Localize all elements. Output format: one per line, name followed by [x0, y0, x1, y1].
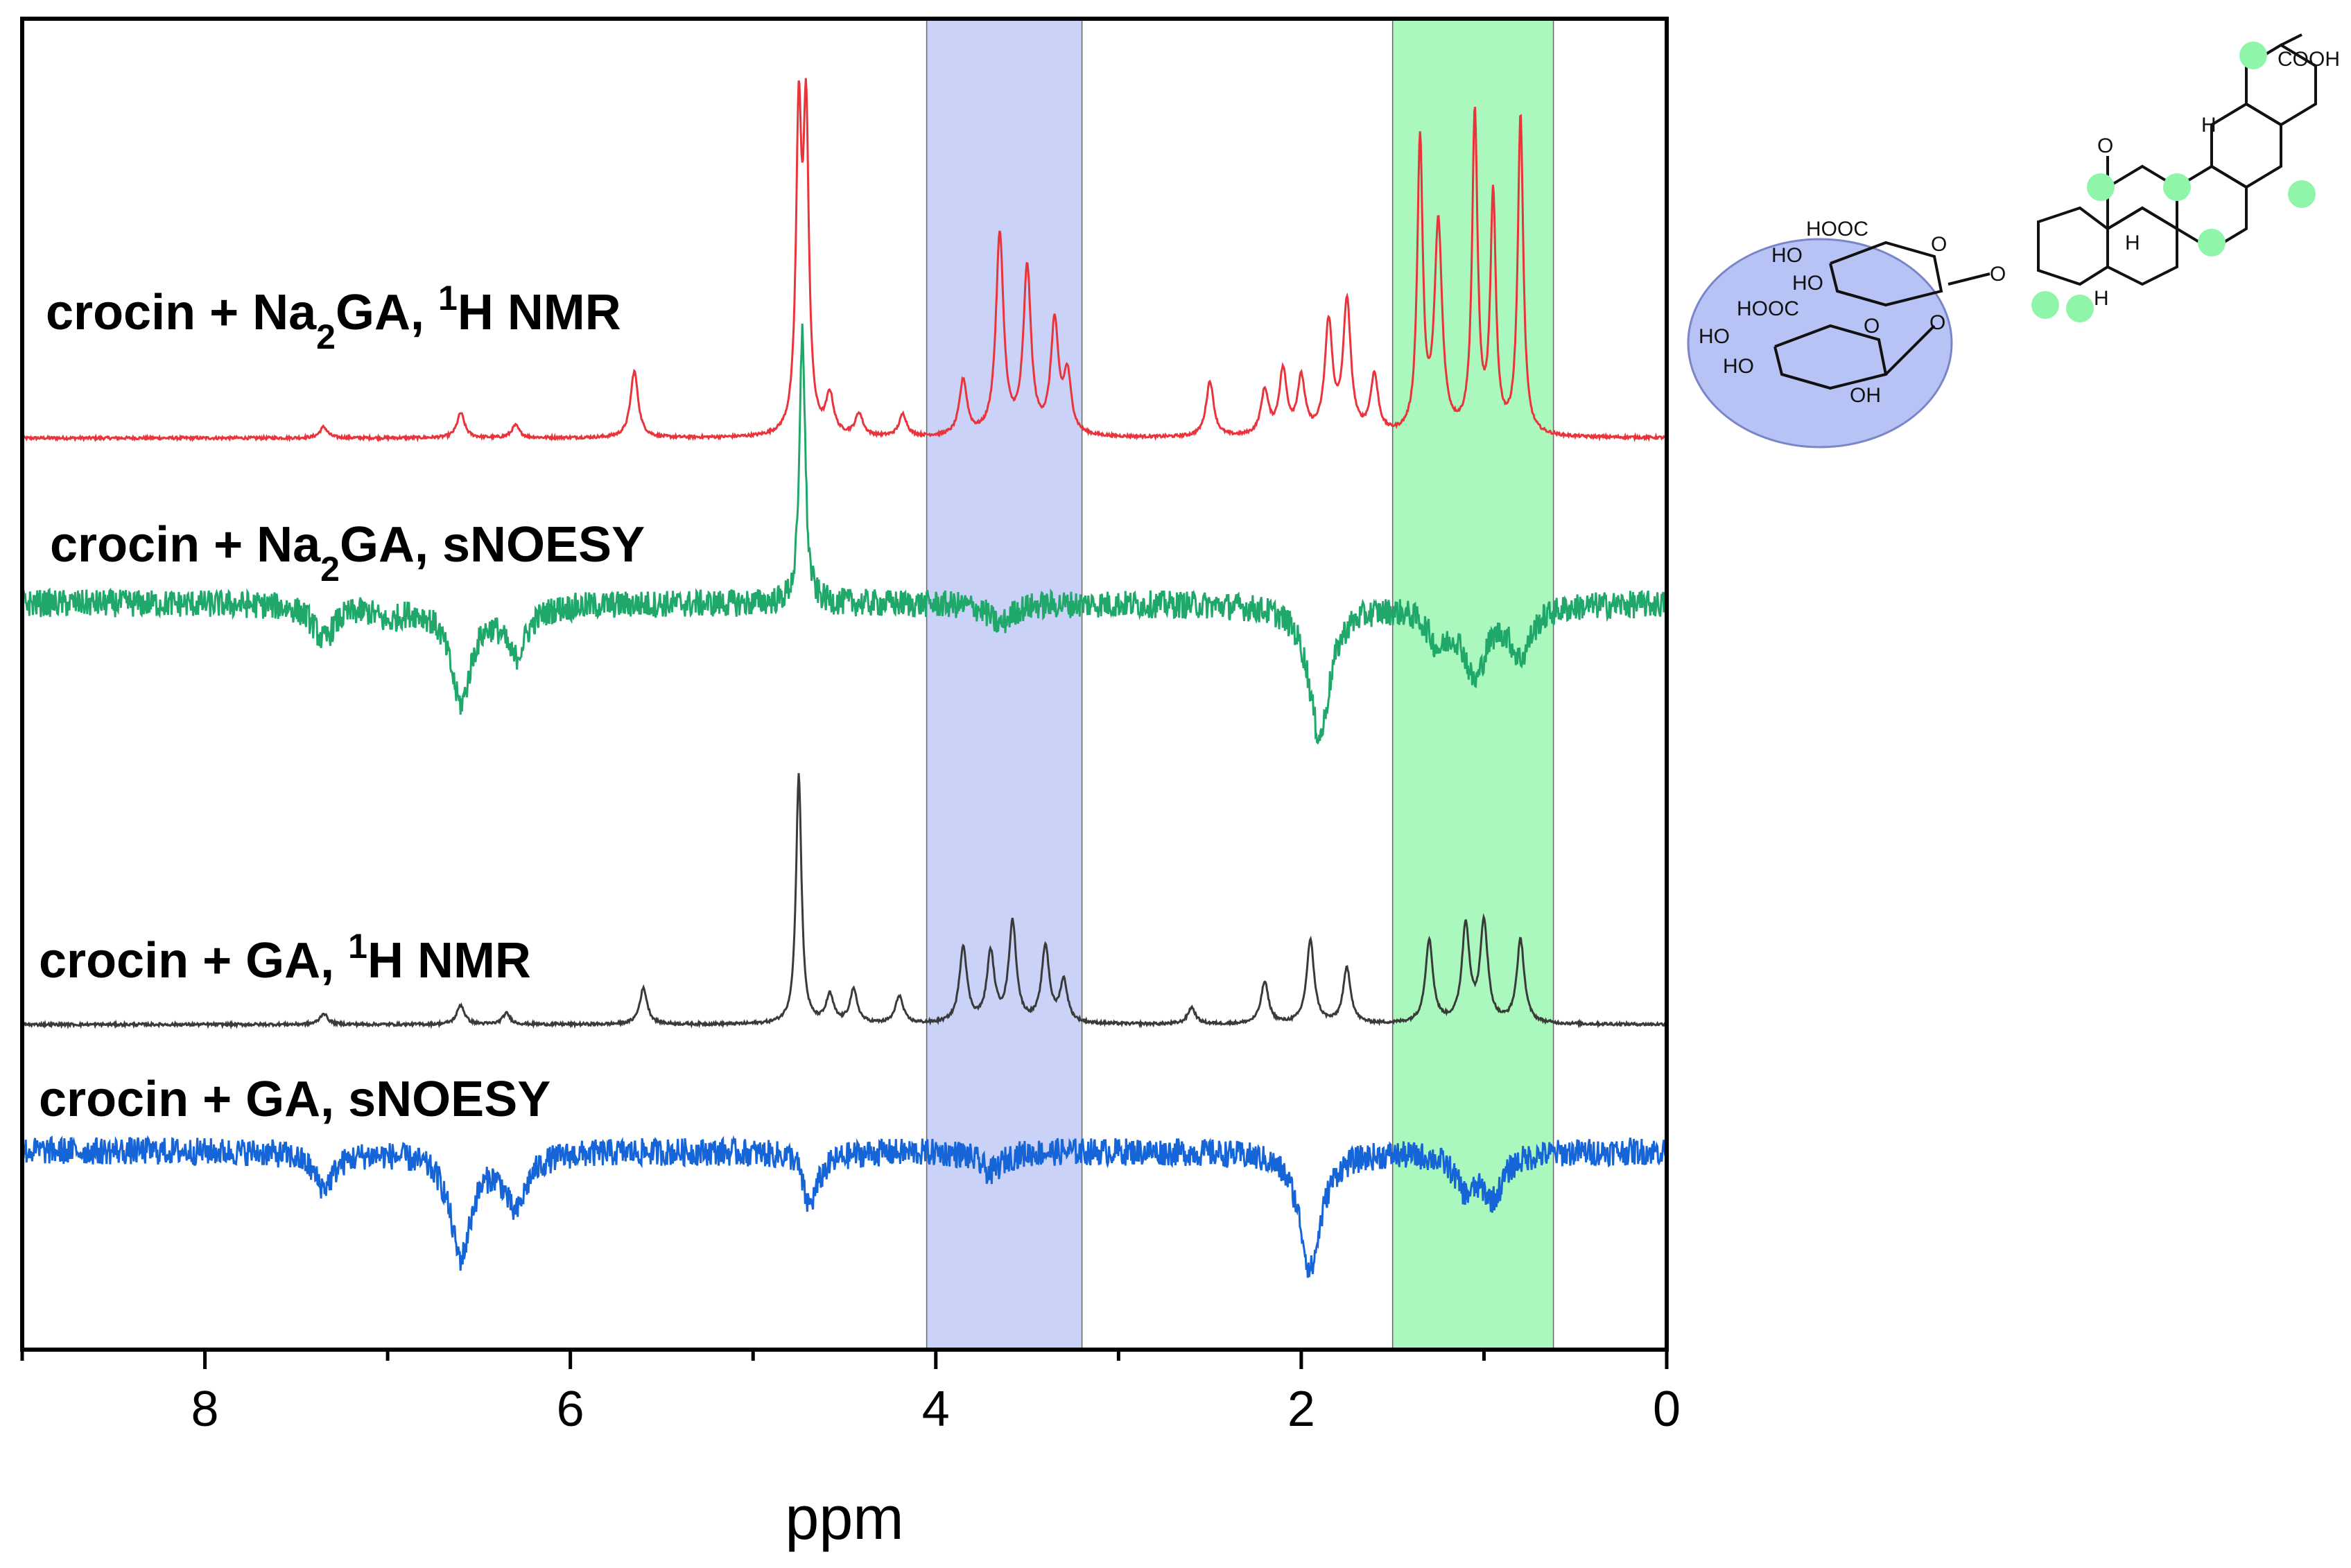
sugar1-ho1-label: HO	[1771, 244, 1803, 267]
trace-label-ga-snoesy: crocin + GA, sNOESY	[39, 1072, 550, 1127]
sugar1-ring-o-label: O	[1931, 233, 1947, 256]
x-tick-label-2: 2	[1287, 1382, 1315, 1437]
trace-label-na2ga-1h: crocin + Na2GA, 1H NMR	[46, 279, 621, 356]
sugar2-bold-bond	[1781, 373, 1831, 390]
x-tick-label-4: 4	[922, 1382, 950, 1437]
methyl-highlight-7	[2066, 295, 2094, 322]
h-top-label: H	[2201, 114, 2216, 137]
x-axis-ticks: 8 6 4 2 0	[20, 1350, 1681, 1437]
h-mid-label: H	[2125, 232, 2140, 254]
ether-bond	[1947, 272, 1990, 286]
sugar2-ho2-label: HO	[1723, 355, 1754, 378]
trace-line-2	[21, 323, 1668, 745]
methyl-highlight-5	[2198, 229, 2226, 256]
x-axis-title: ppm	[785, 1483, 903, 1552]
sugar2-ring-o-label: O	[1864, 315, 1880, 338]
sugar-highlight-ellipse	[1687, 238, 1953, 448]
plot-frame	[20, 17, 1669, 1352]
ring-a	[2037, 206, 2109, 286]
trace-label-na2ga-snoesy: crocin + Na2GA, sNOESY	[50, 517, 645, 589]
sugar1-ho2-label: HO	[1792, 272, 1823, 295]
trace-line-3	[21, 773, 1667, 1030]
ketone-o-label: O	[2097, 134, 2113, 157]
x-tick-label-8: 8	[191, 1382, 219, 1437]
sugar2-ho1-label: HO	[1699, 325, 1730, 348]
highlight-band-1	[926, 18, 1083, 1350]
glycosidic-bond	[1884, 324, 1936, 376]
ring-e	[2210, 102, 2282, 189]
h-low-label: H	[2094, 287, 2109, 310]
sugar2-oh-label: OH	[1850, 384, 1881, 407]
methyl-highlight-1	[2239, 42, 2267, 69]
cooh-label: COOH	[2278, 48, 2340, 71]
methyl-highlight-6	[2031, 291, 2059, 319]
ring-b	[2106, 206, 2178, 286]
trace-line-4	[21, 1135, 1668, 1278]
methyl-highlight-3	[2163, 173, 2191, 201]
x-tick-label-0: 0	[1653, 1382, 1681, 1437]
methyl-highlight-2	[2087, 173, 2115, 201]
ring-c	[2106, 164, 2178, 232]
sugar1-bold-bond	[1837, 290, 1886, 306]
trace-label-ga-1h: crocin + GA, 1H NMR	[39, 927, 531, 988]
sugar2-cooh-label: HOOC	[1737, 297, 1799, 320]
sugar1-cooh-label: HOOC	[1806, 218, 1868, 241]
sugar1-link-o-label: O	[1929, 311, 1945, 334]
x-tick-label-6: 6	[557, 1382, 584, 1437]
glycyrrhizic-acid-structure: HOOC HO HO O O HOOC HO HO OH O O O COOH …	[1687, 33, 2340, 448]
trace-line-1	[21, 78, 1668, 443]
ether-o-label: O	[1990, 263, 2006, 286]
carboxyl-bond	[2280, 33, 2302, 46]
spectra-traces	[21, 78, 1668, 1278]
methyl-highlight-4	[2288, 180, 2316, 208]
